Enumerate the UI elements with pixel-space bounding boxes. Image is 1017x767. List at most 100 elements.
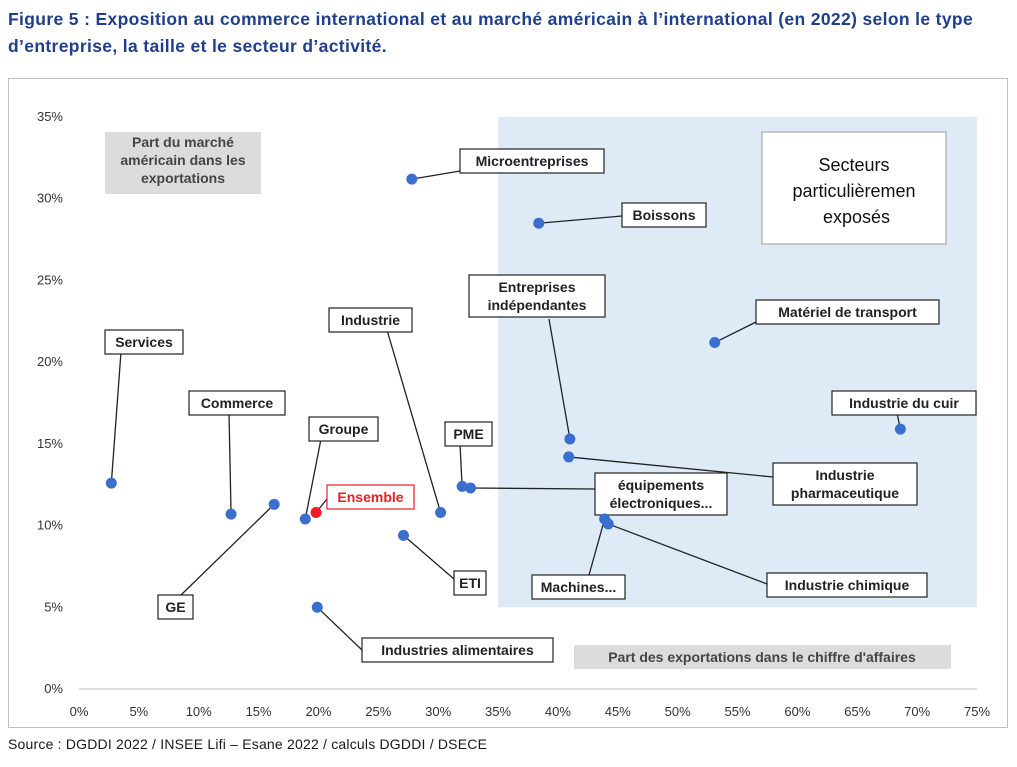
label-box-commerce — [188, 390, 286, 416]
x-tick-label: 70% — [904, 704, 930, 719]
label-box-materiel-de-transport — [755, 299, 940, 325]
label-box-entreprises-independantes — [468, 274, 606, 318]
point-boissons — [533, 217, 545, 229]
y-tick-label: 20% — [37, 354, 63, 369]
label-industrie: Industrie — [328, 307, 413, 333]
label-box-industrie-du-cuir — [831, 390, 977, 416]
label-services: Services — [104, 329, 184, 355]
point-entreprises-independantes — [564, 433, 576, 445]
label-box-microentreprises — [459, 148, 605, 174]
scatter-chart: 0% 5% 10% 15% 20% 25% 30% 35% 0% 5% 10% 15% 20% 25% 30… — [37, 109, 990, 719]
figure-title: Figure 5 : Exposition au commerce intern… — [8, 9, 974, 56]
zone-label-box: Secteurs particulièremen exposés — [761, 131, 947, 245]
y-tick-label: 10% — [37, 518, 63, 533]
y-axis-title-line: américain dans les — [120, 152, 246, 168]
label-box-machines — [531, 574, 626, 600]
label-boissons: Boissons — [621, 202, 707, 228]
x-tick-label: 75% — [964, 704, 990, 719]
chart-frame: 0% 5% 10% 15% 20% 25% 30% 35% 0% 5% 10% 15% 20% 25% 30… — [8, 78, 1008, 728]
label-text-eti: ETI — [459, 575, 481, 591]
point-industrie-du-cuir — [894, 423, 906, 435]
x-tick-label: 50% — [665, 704, 691, 719]
point-microentreprises — [406, 173, 418, 185]
label-machines: Machines... — [531, 574, 626, 600]
zone-label-bg — [761, 131, 947, 245]
x-axis-title-box: Part des exportations dans le chiffre d'… — [574, 645, 951, 669]
leader-line-boissons — [538, 215, 623, 224]
leader-line-groupe — [304, 438, 322, 520]
label-text-line: pharmaceutique — [791, 485, 899, 501]
x-tick-label: 65% — [844, 704, 870, 719]
x-tick-label: 60% — [784, 704, 810, 719]
label-text-entreprises-independantes: Entreprises indépendantes — [488, 279, 587, 313]
label-box-industrie-chimique — [766, 572, 928, 598]
label-box-pme — [444, 421, 493, 447]
leader-line-microentreprises — [411, 170, 461, 180]
leader-line-eti — [403, 534, 455, 580]
x-tick-label: 20% — [305, 704, 331, 719]
label-box-ensemble — [326, 484, 415, 510]
label-eti: ETI — [453, 570, 487, 596]
label-ge: GE — [157, 594, 194, 620]
zone-label-line: Secteurs — [818, 155, 889, 175]
label-text-microentreprises: Microentreprises — [476, 153, 589, 169]
x-tick-label: 10% — [186, 704, 212, 719]
label-text-industrie-pharmaceutique: Industrie pharmaceutique — [791, 467, 899, 501]
point-eti — [397, 529, 409, 541]
point-industrie-chimique — [602, 518, 614, 530]
label-text-industries-alimentaires: Industries alimentaires — [381, 642, 534, 658]
leader-line-equipements-electroniques — [470, 487, 596, 490]
label-text-industrie: Industrie — [341, 312, 400, 328]
label-equipements-electroniques: équipements électroniques... — [594, 472, 728, 516]
label-box-boissons — [621, 202, 707, 228]
point-commerce — [225, 508, 237, 520]
label-text-groupe: Groupe — [319, 421, 369, 437]
y-tick-label: 25% — [37, 272, 63, 287]
x-tick-label: 40% — [545, 704, 571, 719]
leader-line-services — [110, 351, 122, 484]
leader-line-industrie-pharmaceutique — [568, 456, 774, 478]
x-axis-title: Part des exportations dans le chiffre d'… — [608, 649, 916, 665]
label-text-ge: GE — [165, 599, 185, 615]
y-axis-title-line: exportations — [141, 170, 225, 186]
x-tick-label: 45% — [605, 704, 631, 719]
label-box-ge — [157, 594, 194, 620]
label-groupe: Groupe — [308, 416, 379, 442]
y-axis-title-box: Part du marché américain dans les exportat… — [105, 132, 261, 194]
point-pme — [456, 480, 468, 492]
label-text-materiel-de-transport: Matériel de transport — [778, 304, 917, 320]
label-microentreprises: Microentreprises — [459, 148, 605, 174]
label-industrie-pharmaceutique: Industrie pharmaceutique — [772, 462, 918, 506]
leader-line-industrie-chimique — [607, 523, 768, 585]
label-commerce: Commerce — [188, 390, 286, 416]
x-tick-label: 5% — [129, 704, 148, 719]
source-note: Source : DGDDI 2022 / INSEE Lifi – Esane… — [8, 736, 488, 752]
x-tick-label: 25% — [365, 704, 391, 719]
label-entreprises-independantes: Entreprises indépendantes — [468, 274, 606, 318]
label-text-machines: Machines... — [541, 579, 616, 595]
label-box-industries-alimentaires — [361, 637, 554, 663]
x-tick-label: 55% — [725, 704, 751, 719]
y-tick-label: 35% — [37, 109, 63, 124]
leader-line-machines — [588, 518, 606, 576]
point-ensemble — [310, 506, 322, 518]
leader-line-entreprises-independantes — [548, 318, 571, 440]
leader-line-industries-alimentaires — [316, 606, 363, 651]
leader-line-commerce — [228, 412, 232, 515]
label-box-services — [104, 329, 184, 355]
y-tick-label: 0% — [44, 681, 63, 696]
label-ensemble: Ensemble — [326, 484, 415, 510]
point-industries-alimentaires — [311, 601, 323, 613]
y-axis-title-bg — [105, 132, 261, 194]
label-text-pme: PME — [453, 426, 483, 442]
zone-label-line: particulièremen — [792, 181, 915, 201]
label-text-line: Entreprises — [498, 279, 575, 295]
label-industrie-chimique: Industrie chimique — [766, 572, 928, 598]
point-equipements-electroniques — [465, 482, 477, 494]
label-text-line: Industrie — [815, 467, 874, 483]
y-tick-label: 5% — [44, 599, 63, 614]
point-groupe — [299, 513, 311, 525]
label-box-eti — [453, 570, 487, 596]
zone-label: Secteurs particulièremen exposés — [792, 155, 915, 227]
leader-line-pme — [459, 443, 463, 487]
